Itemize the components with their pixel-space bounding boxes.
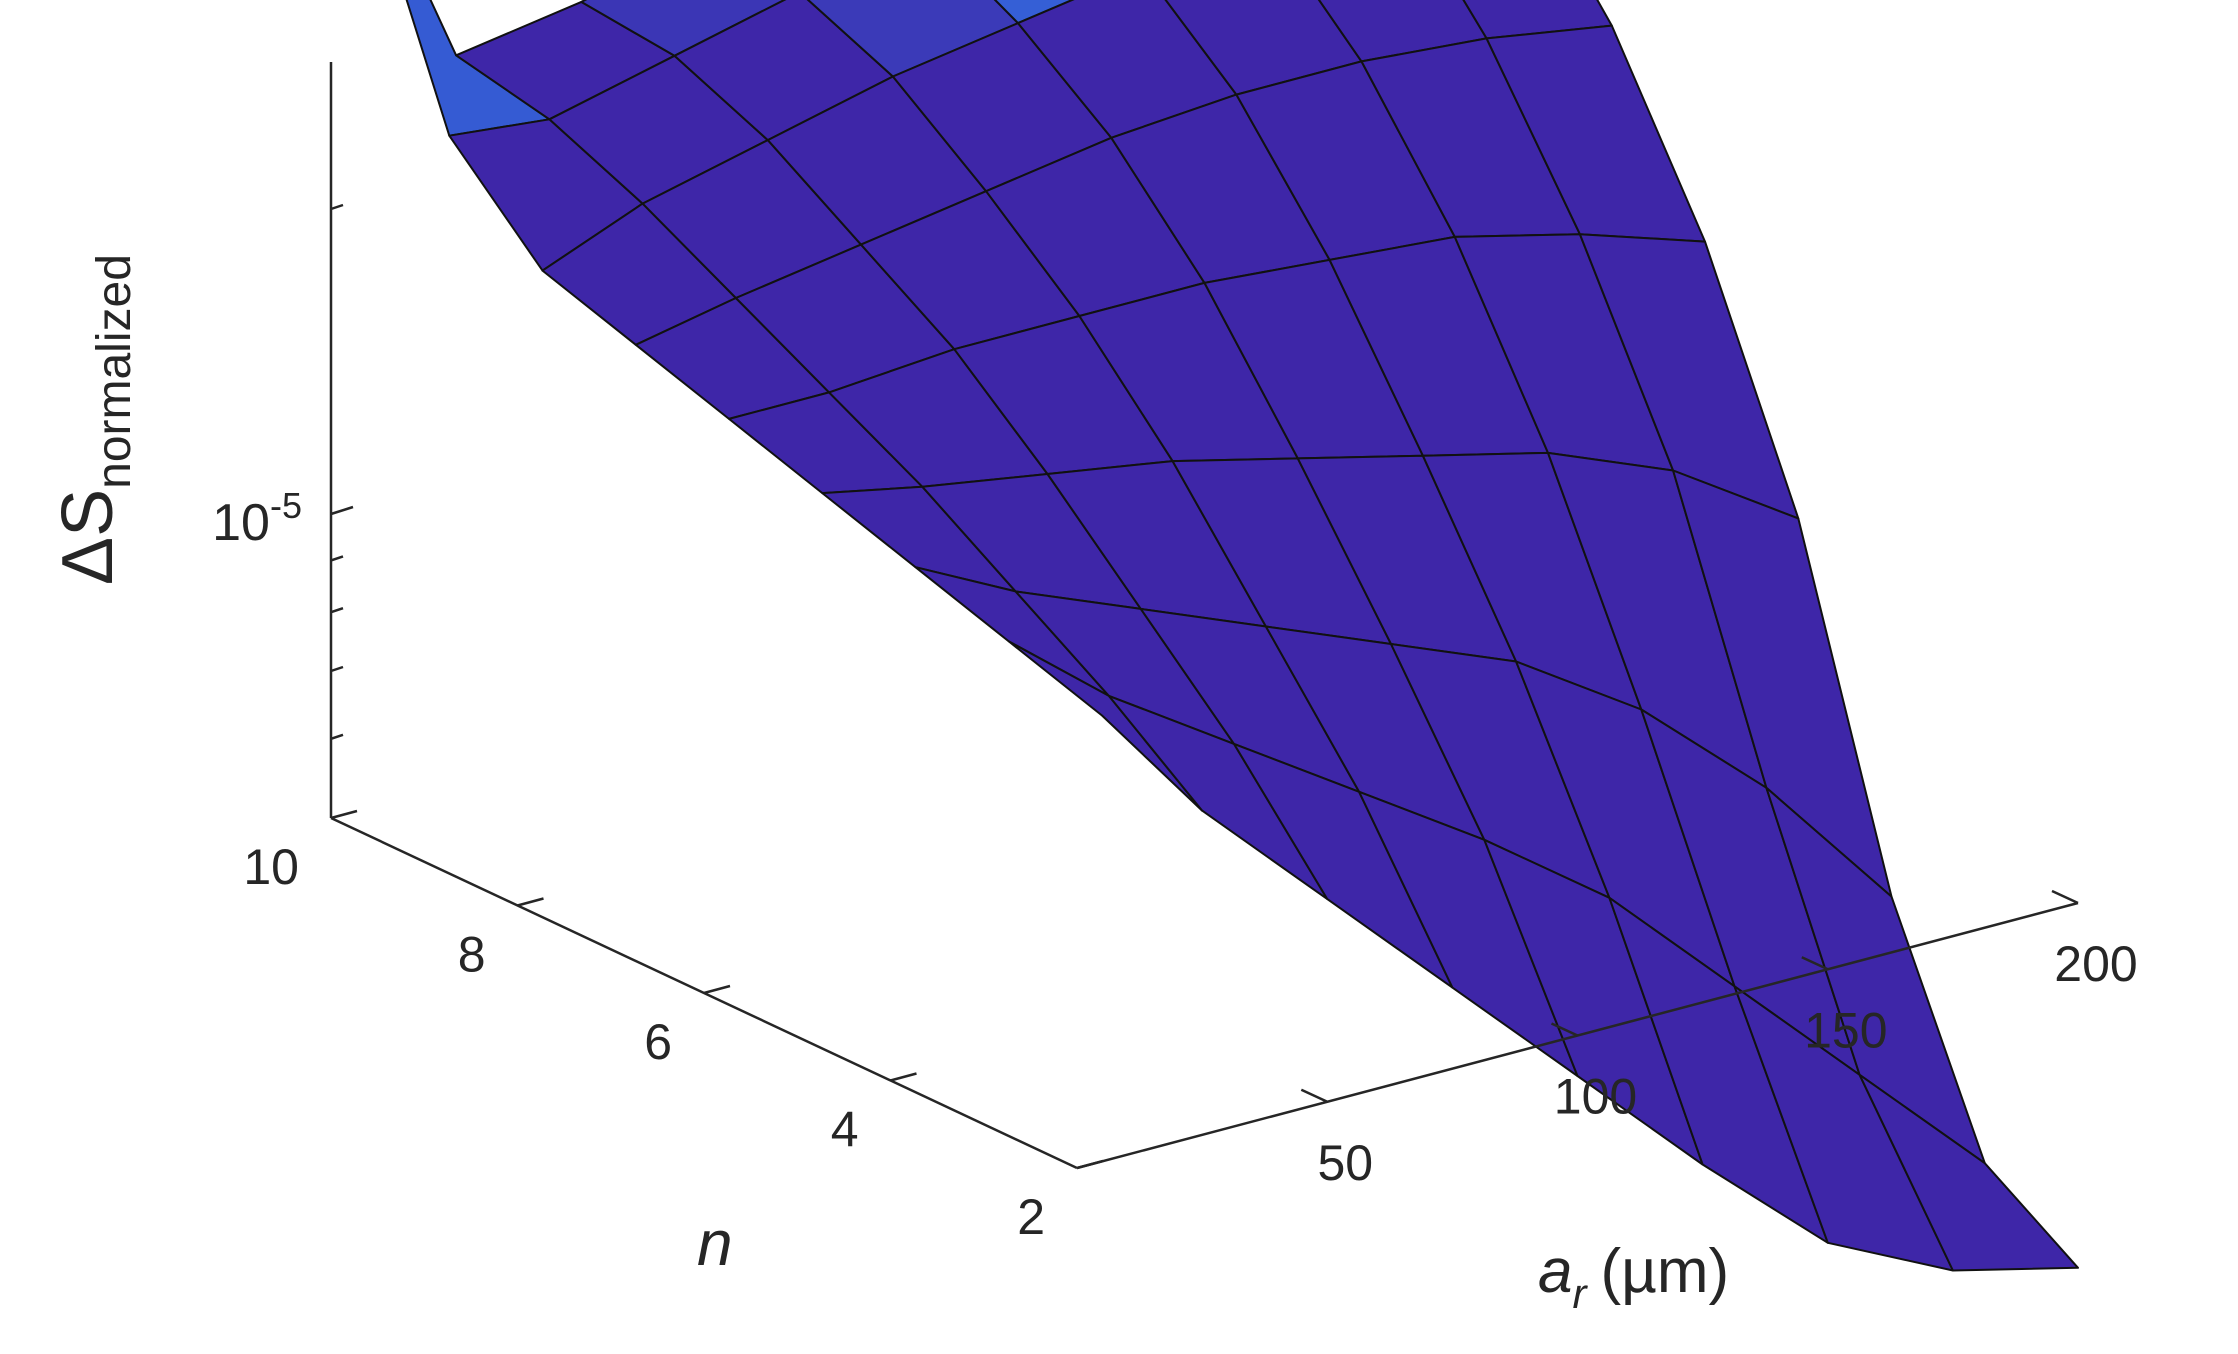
z-axis-ticks <box>330 203 354 740</box>
z-tick-label-exponent: -5 <box>270 485 302 526</box>
z-axis-minor-tick <box>330 555 344 562</box>
ar-axis-ticks <box>1300 889 2079 1103</box>
ar-axis-tick <box>1550 1022 1579 1037</box>
z-axis-minor-tick <box>330 203 344 211</box>
z-tick-label: 10-5 <box>212 485 302 552</box>
n-axis-label: n <box>697 1207 733 1279</box>
axes <box>329 62 2079 1170</box>
n-axis-tick <box>703 984 731 995</box>
z-axis-major-tick <box>330 505 354 516</box>
z-tick-label-base: 10 <box>212 494 270 552</box>
ar-axis-label-subscript: r <box>1572 1270 1588 1317</box>
z-axis-label: ΔSnormalized <box>48 254 141 585</box>
ar-tick-label: 200 <box>2054 936 2137 992</box>
ar-tick-label: 50 <box>1317 1135 1373 1191</box>
n-tick-labels: 2 4 6 8 10 <box>243 839 1045 1245</box>
n-axis-tick <box>890 1072 917 1082</box>
ar-axis-label-unit: (µm) <box>1600 1237 1729 1306</box>
z-axis-minor-tick <box>330 733 344 740</box>
ar-axis-tick <box>2051 889 2079 905</box>
n-axis-tick <box>330 809 358 820</box>
ar-axis-label-base: a <box>1538 1237 1572 1306</box>
ar-tick-label: 150 <box>1804 1002 1887 1058</box>
n-axis-tick <box>1076 1159 1104 1170</box>
n-tick-label: 8 <box>458 927 486 983</box>
z-axis-label-subscript: normalized <box>88 254 141 489</box>
z-axis-minor-tick <box>330 665 344 673</box>
n-tick-label: 10 <box>243 839 299 895</box>
surface-patch <box>993 0 1075 25</box>
z-axis-minor-tick <box>330 607 344 614</box>
surface-plot <box>405 0 2079 1272</box>
n-axis-ticks <box>330 809 1104 1170</box>
ar-axis-label: ar (µm) <box>1538 1237 1729 1317</box>
ar-axis-tick <box>1801 956 1829 971</box>
n-tick-label: 2 <box>1017 1189 1045 1245</box>
surface-patch <box>1858 1073 2079 1272</box>
n-tick-label: 4 <box>831 1102 859 1158</box>
n-tick-label: 6 <box>644 1014 672 1070</box>
ar-tick-label: 100 <box>1554 1069 1637 1125</box>
z-axis-label-base: ΔS <box>48 489 128 585</box>
n-axis-tick <box>517 897 544 907</box>
ar-tick-labels: 50 100 150 200 <box>1317 936 2137 1191</box>
ar-axis-tick <box>1300 1088 1328 1103</box>
